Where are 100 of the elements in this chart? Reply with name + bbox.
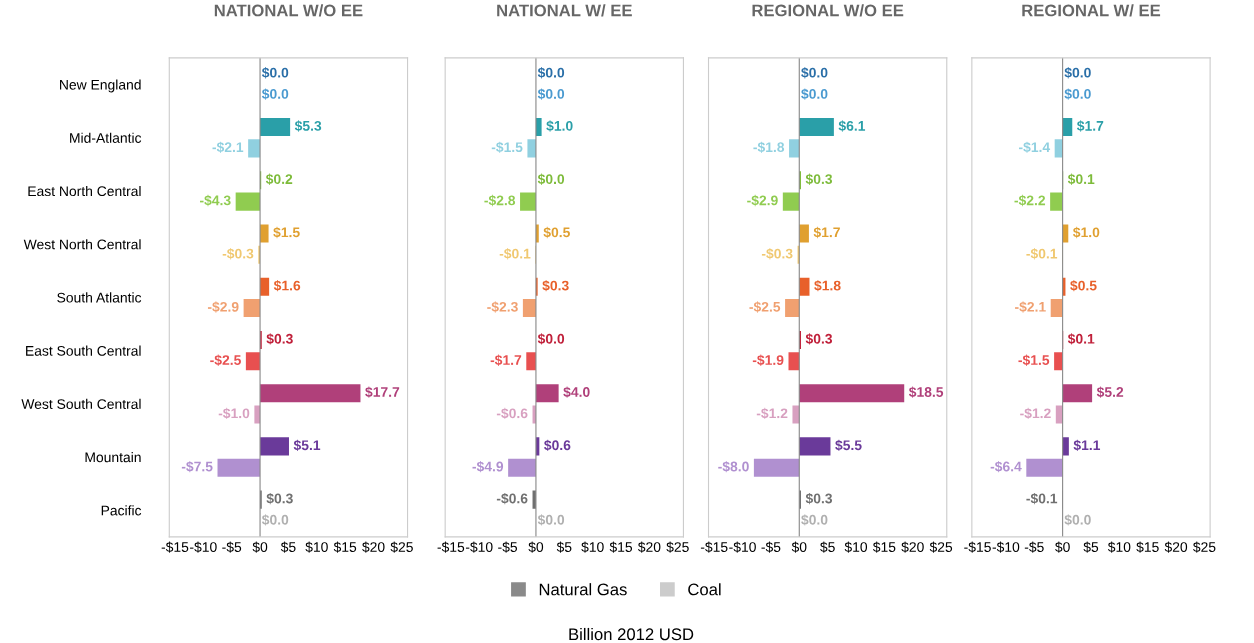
x-tick-label: $15	[333, 541, 357, 553]
data-label: $5.3	[294, 120, 322, 132]
data-label: -$8.0	[718, 460, 749, 473]
data-label: $0.3	[805, 492, 833, 505]
data-label: $0.0	[1064, 514, 1091, 526]
x-tick-label: $15	[609, 541, 633, 553]
data-label: -$1.7	[490, 354, 522, 366]
x-tick-label: $0	[1055, 541, 1070, 553]
x-tick-label: $10	[305, 541, 328, 553]
data-label: $1.7	[1076, 120, 1104, 132]
data-label: -$0.1	[1026, 248, 1058, 260]
x-axis-title: Billion 2012 USD	[569, 627, 694, 641]
y-tick-label: South Atlantic	[57, 292, 142, 303]
data-label: $6.1	[838, 120, 866, 132]
data-label: -$1.9	[752, 354, 784, 366]
y-tick-label: New England	[60, 79, 141, 93]
data-label: $1.0	[546, 120, 573, 132]
data-label: $0.0	[537, 333, 565, 345]
x-tick-label: -$15	[964, 541, 991, 553]
data-label: $17.7	[365, 386, 400, 398]
data-label: -$2.8	[484, 194, 516, 207]
data-label: -$0.6	[496, 407, 528, 420]
data-label: -$0.6	[496, 492, 528, 505]
data-label: -$2.2	[1014, 194, 1046, 207]
data-label: -$2.5	[210, 354, 241, 366]
data-label: -$0.1	[499, 248, 531, 260]
data-label: -$0.3	[222, 248, 254, 260]
data-label: $5.5	[835, 439, 862, 452]
x-tick-label: $25	[666, 541, 689, 553]
x-tick-label: -$15	[437, 541, 465, 553]
x-tick-label: $10	[1107, 541, 1131, 553]
x-tick-label: -$15	[700, 541, 728, 553]
data-label: $0.0	[537, 173, 565, 185]
data-label: $0.0	[537, 67, 565, 79]
data-label: $0.3	[542, 280, 569, 292]
data-label: $0.3	[805, 333, 833, 345]
data-label: $0.3	[266, 492, 293, 505]
data-label: -$7.5	[181, 460, 213, 473]
data-label: -$2.9	[207, 301, 239, 313]
x-tick-label: -$10	[729, 541, 756, 553]
data-label: $0.0	[801, 88, 828, 100]
data-label: $1.6	[273, 280, 301, 292]
x-tick-label: $25	[929, 541, 953, 553]
x-tick-label: $10	[844, 541, 868, 553]
data-label: -$1.2	[1020, 407, 1051, 420]
data-label: $5.2	[1096, 386, 1124, 398]
x-tick-label: -$5	[222, 541, 242, 553]
chart-title: REGIONAL W/ EE	[1022, 4, 1161, 17]
data-label: $0.1	[1067, 173, 1095, 185]
data-label: $0.1	[1067, 333, 1095, 345]
y-tick-label: West North Central	[23, 239, 141, 250]
x-tick-label: $20	[901, 541, 924, 553]
data-label: -$1.2	[756, 407, 788, 420]
x-tick-label: -$15	[161, 541, 189, 553]
x-tick-label: $25	[1193, 541, 1216, 553]
x-tick-label: -$10	[465, 541, 493, 553]
data-label: $0.3	[805, 173, 833, 185]
data-label: $0.0	[261, 67, 289, 79]
data-label: $18.5	[908, 386, 944, 398]
data-label: $0.0	[537, 88, 565, 100]
y-tick-label: East South Central	[26, 345, 141, 356]
data-label: $1.7	[813, 226, 840, 239]
data-label: $1.8	[814, 280, 841, 292]
data-label: -$2.3	[487, 301, 518, 313]
data-label: $1.0	[1073, 226, 1100, 239]
x-tick-label: -$5	[498, 541, 518, 553]
chart-title: REGIONAL W/O EE	[752, 4, 904, 17]
data-label: -$1.5	[491, 141, 523, 153]
data-label: $0.0	[1064, 88, 1091, 100]
data-label: -$4.3	[200, 194, 231, 207]
data-label: $0.0	[801, 514, 828, 526]
data-label: $0.0	[537, 514, 565, 526]
data-label: $0.5	[543, 226, 570, 239]
x-tick-label: -$5	[761, 541, 781, 553]
data-label: $1.5	[273, 226, 300, 239]
data-label: -$2.1	[1015, 301, 1046, 313]
data-label: $0.6	[544, 439, 571, 452]
x-tick-label: $20	[1164, 541, 1188, 553]
x-tick-label: $5	[820, 541, 835, 553]
x-tick-label: -$10	[190, 541, 217, 553]
data-label: $0.3	[266, 333, 293, 345]
x-tick-label: $0	[791, 541, 807, 553]
y-tick-label: Mid-Atlantic	[70, 132, 142, 143]
data-label: $0.0	[1064, 67, 1091, 79]
y-tick-label: Mountain	[85, 452, 141, 463]
data-label: -$1.5	[1018, 354, 1050, 366]
y-tick-label: East North Central	[28, 185, 141, 197]
x-tick-label: $20	[637, 541, 661, 553]
y-tick-label: West South Central	[21, 398, 141, 410]
data-label: $1.1	[1073, 439, 1101, 452]
data-label: -$2.1	[212, 141, 244, 153]
data-label: -$2.9	[747, 194, 778, 207]
x-tick-label: $15	[872, 541, 896, 553]
x-tick-label: $10	[581, 541, 604, 553]
x-tick-label: $5	[556, 541, 572, 553]
data-label: -$1.4	[1019, 141, 1051, 153]
x-tick-label: $20	[362, 541, 385, 553]
data-label: -$2.5	[749, 301, 781, 313]
data-label: $0.0	[801, 67, 828, 79]
data-label: $0.2	[265, 173, 293, 185]
